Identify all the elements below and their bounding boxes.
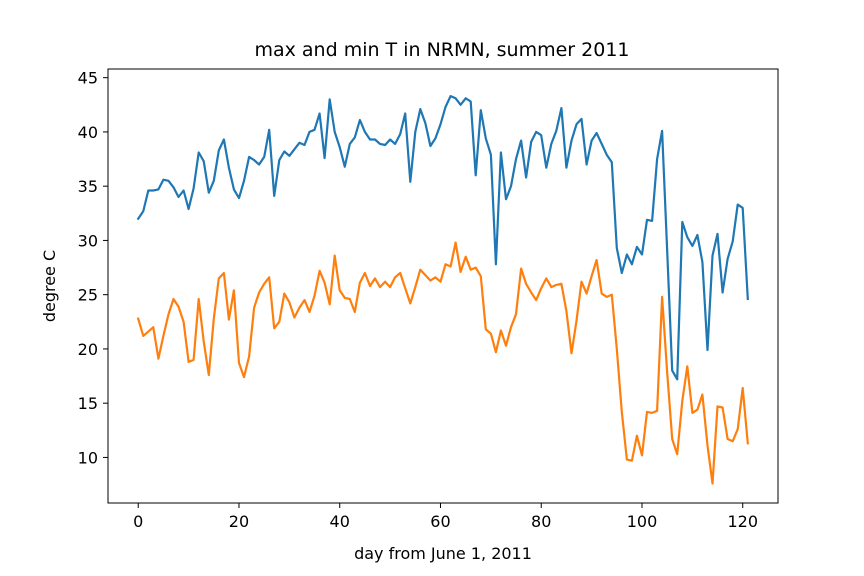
chart-title: max and min T in NRMN, summer 2011	[254, 39, 629, 61]
plot-frame	[107, 68, 779, 504]
y-tick-label: 40	[78, 123, 98, 142]
series-line-1	[136, 94, 749, 381]
x-tick-label: 120	[727, 512, 758, 531]
x-tick-label: 100	[627, 512, 658, 531]
x-axis-label: day from June 1, 2011	[354, 544, 532, 563]
y-axis-label: degree C	[40, 250, 59, 322]
x-tick-label: 20	[229, 512, 249, 531]
series-layer	[136, 94, 749, 485]
y-tick-label: 20	[78, 340, 98, 359]
y-tick-label: 45	[78, 69, 98, 88]
series-line-2	[136, 241, 749, 485]
x-tick-label: 80	[531, 512, 551, 531]
y-tick-label: 25	[78, 286, 98, 305]
x-tick-label: 60	[430, 512, 450, 531]
tick-layer: 0 20 40 60 80 100 120 10 15 20 25 30 35 40 45	[78, 69, 758, 531]
y-tick-label: 35	[78, 177, 98, 196]
y-tick-label: 15	[78, 394, 98, 413]
y-tick-label: 30	[78, 231, 98, 250]
y-tick-label: 10	[78, 448, 98, 467]
x-tick-label: 40	[330, 512, 350, 531]
x-tick-label: 0	[133, 512, 143, 531]
